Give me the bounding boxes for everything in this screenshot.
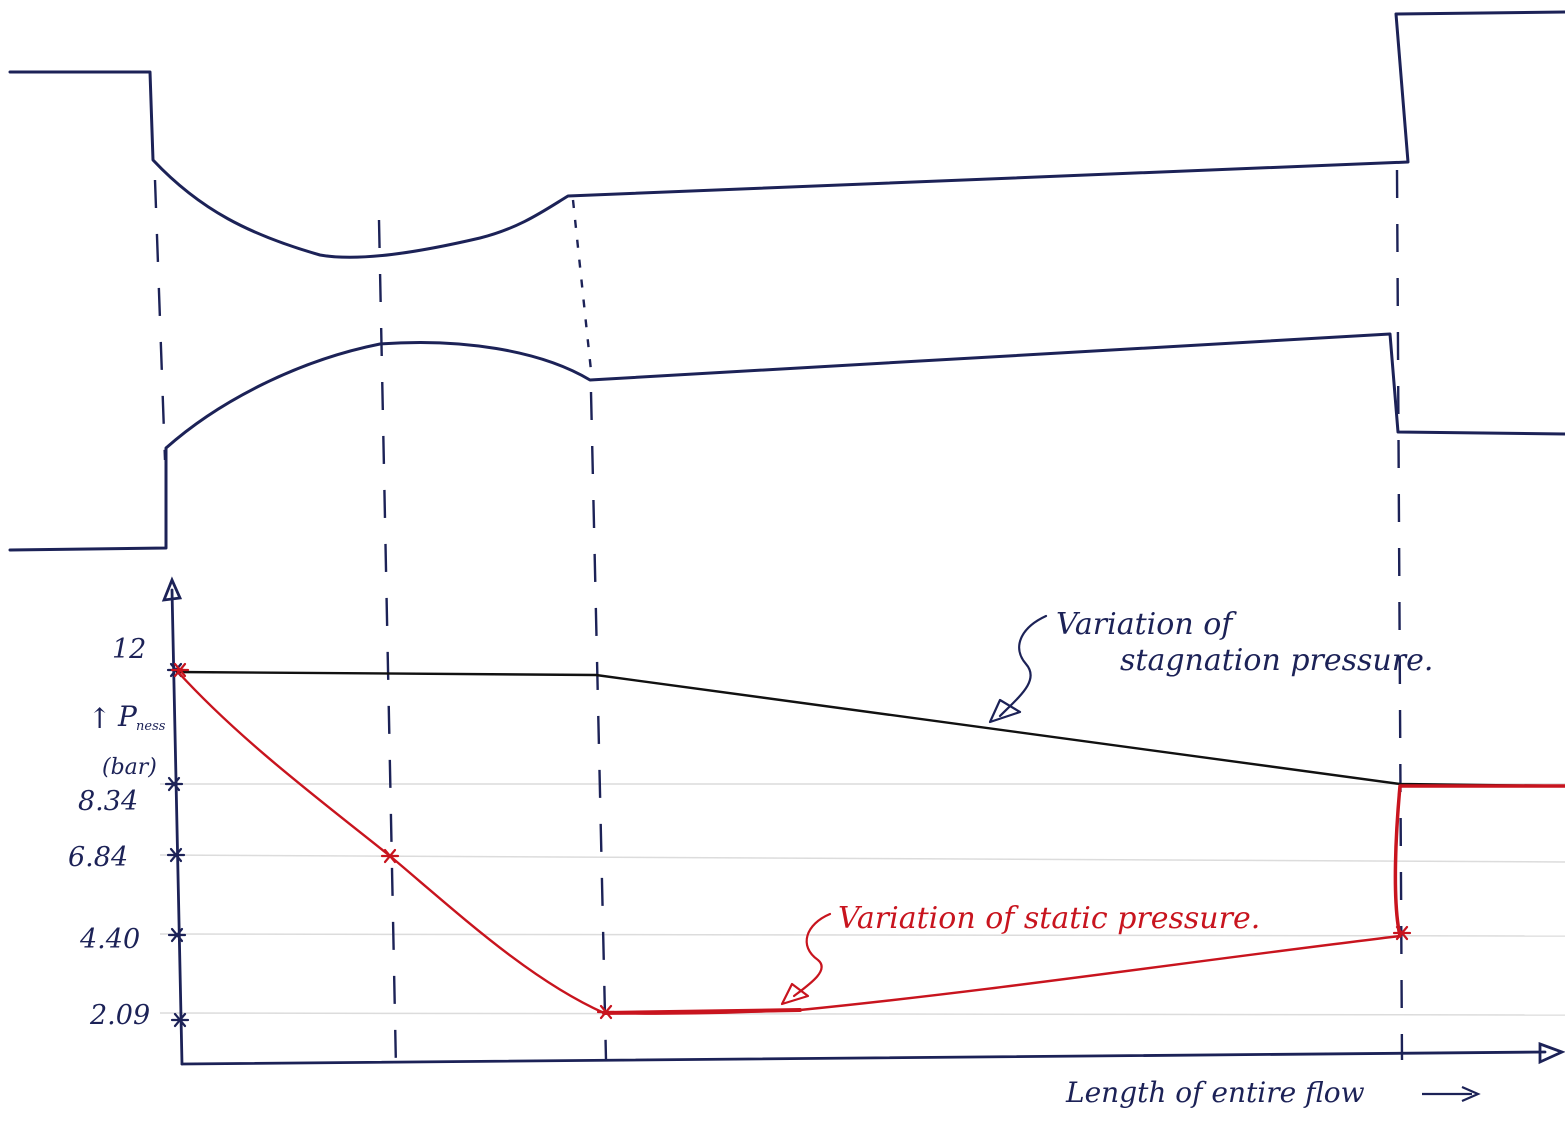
marker-throat	[380, 848, 400, 864]
y-axis-label-p: P	[117, 700, 138, 733]
x-axis-arrow	[1538, 1042, 1565, 1065]
y-tick-4-40: 4.40	[79, 924, 140, 955]
lower-wall	[8, 332, 1565, 552]
x-axis	[180, 1050, 1547, 1066]
marker-before-shock	[1392, 925, 1412, 941]
y-tick-labels: 12 8.34 6.84 4.40 2.09	[68, 634, 150, 1031]
y-tick-6-84: 6.84	[68, 842, 128, 873]
section-exit-upper	[571, 199, 594, 381]
tick-mark-6-84	[166, 847, 186, 863]
nozzle-outline	[8, 10, 1565, 552]
y-tick-marks	[164, 662, 190, 1028]
stagnation-pressure-line	[175, 670, 1565, 788]
stagnation-pointer-arrow	[988, 698, 1022, 724]
stagnation-label-line1: Variation of	[1056, 607, 1237, 642]
y-tick-8-34: 8.34	[78, 786, 138, 817]
marker-exit	[596, 1004, 616, 1020]
stagnation-label-line2: stagnation pressure.	[1120, 643, 1433, 678]
section-exit	[589, 391, 608, 1061]
tick-mark-4-40	[167, 927, 187, 943]
y-axis	[170, 588, 184, 1066]
section-throat	[377, 219, 398, 1069]
static-pressure-markers	[170, 662, 1412, 1020]
section-shock	[1395, 169, 1404, 1061]
y-axis-arrow-glyph: ↑	[88, 702, 111, 735]
y-axis-arrow	[161, 576, 183, 602]
ruled-lines	[159, 783, 1565, 1016]
y-axis-label-unit: (bar)	[102, 755, 157, 780]
static-pressure-flat-thick	[602, 1008, 802, 1015]
x-axis-label-group: Length of entire flow	[1065, 1076, 1481, 1109]
stagnation-pointer	[998, 614, 1048, 718]
tick-mark-2-09	[170, 1012, 190, 1028]
section-inlet	[153, 179, 167, 461]
y-tick-2-09: 2.09	[89, 1000, 150, 1031]
x-label-arrow-head	[1461, 1085, 1481, 1103]
static-label: Variation of static pressure.	[838, 901, 1260, 936]
shock-jump-line	[1393, 784, 1565, 938]
upper-wall	[8, 10, 1565, 259]
x-axis-label: Length of entire flow	[1065, 1076, 1365, 1109]
y-axis-label: ↑ P ness (bar)	[88, 700, 166, 780]
stagnation-annotation: Variation of stagnation pressure.	[988, 607, 1433, 724]
static-pressure-curve	[176, 670, 1565, 1015]
static-pressure-line	[176, 670, 1402, 1015]
static-annotation: Variation of static pressure.	[780, 901, 1260, 1006]
marker-inlet	[170, 662, 190, 678]
tick-mark-8-34	[164, 776, 184, 792]
static-pointer-arrow	[780, 982, 810, 1006]
y-tick-12: 12	[112, 634, 146, 665]
static-pointer	[792, 912, 832, 998]
section-lines	[153, 169, 1404, 1069]
y-axis-label-sub: ness	[136, 719, 166, 734]
